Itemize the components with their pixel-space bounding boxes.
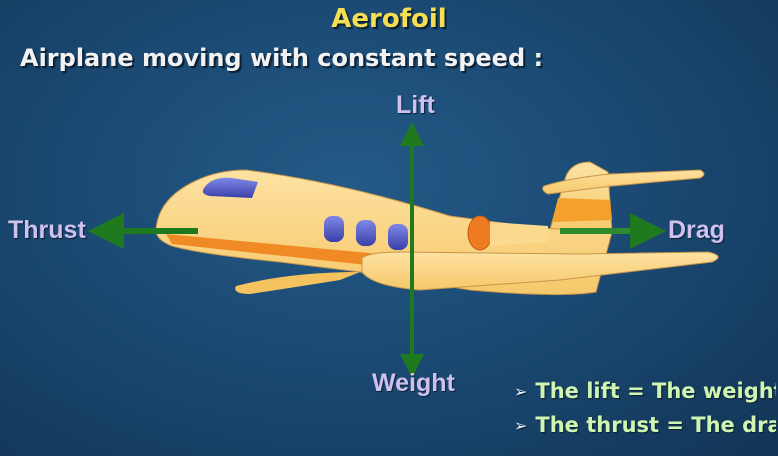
note-text: The lift = The weight	[535, 379, 776, 403]
cockpit-window	[202, 177, 258, 198]
cabin-window	[324, 216, 344, 242]
tail-stripe	[552, 198, 612, 222]
cabin-window	[388, 224, 408, 250]
cabin-window	[356, 220, 376, 246]
lift-label: Lift	[396, 91, 435, 119]
slide-title: Aerofoil	[331, 4, 447, 34]
drag-label: Drag	[668, 216, 725, 244]
arrow-bullet-icon: ➢	[514, 381, 528, 401]
belly	[235, 272, 360, 294]
notes-list: ➢ The lift = The weight ➢ The thrust = T…	[514, 374, 776, 442]
note-item: ➢ The thrust = The dra	[514, 408, 776, 442]
horizontal-stabilizer	[542, 169, 705, 195]
wing	[361, 251, 719, 291]
engine-pylon	[490, 222, 548, 246]
note-text: The thrust = The dra	[535, 413, 776, 437]
slide-subtitle: Airplane moving with constant speed :	[20, 44, 544, 72]
arrow-bullet-icon: ➢	[514, 415, 528, 435]
engine	[467, 215, 493, 251]
note-item: ➢ The lift = The weight	[514, 374, 776, 408]
weight-label: Weight	[372, 369, 455, 397]
thrust-label: Thrust	[8, 216, 86, 244]
airplane	[155, 161, 719, 296]
